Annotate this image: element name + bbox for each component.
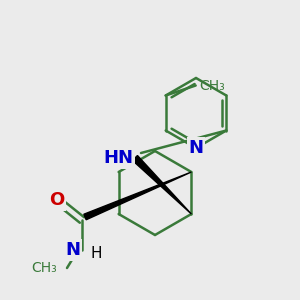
Text: N: N (188, 139, 203, 157)
Text: N: N (65, 241, 80, 259)
Text: CH₃: CH₃ (200, 79, 225, 92)
Text: CH₃: CH₃ (31, 261, 57, 275)
Polygon shape (84, 172, 191, 220)
Text: H: H (90, 245, 101, 260)
Polygon shape (133, 155, 191, 214)
Text: O: O (50, 191, 64, 209)
Text: HN: HN (103, 149, 133, 167)
